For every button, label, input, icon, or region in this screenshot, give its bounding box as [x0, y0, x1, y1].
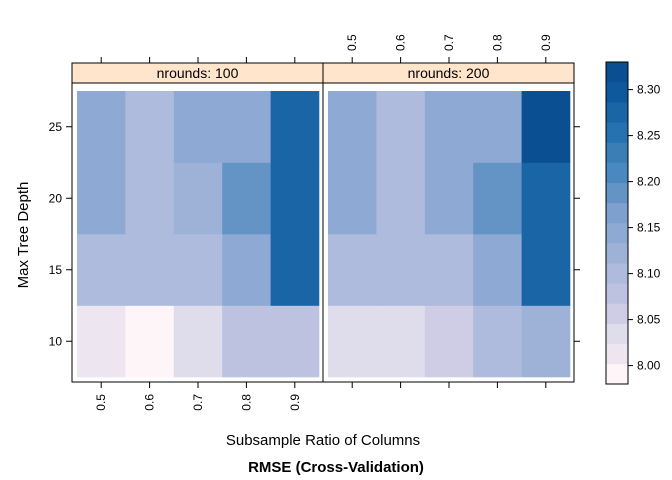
heatmap-cell-p2-r3-c1 — [328, 162, 377, 235]
colorbar-segment-16 — [606, 62, 628, 83]
colorbar-segment-8 — [606, 223, 628, 244]
colorbar-layer: 8.00 8.05 8.10 8.15 8.20 8.25 8.30 — [605, 61, 661, 385]
heatmap-cell-p1-r3-c1 — [77, 162, 126, 235]
heatmap-cell-p2-r1-c3 — [424, 305, 474, 378]
colorbar-frame — [605, 61, 629, 385]
heatmap-cell-p1-r4-c2 — [125, 91, 175, 163]
x-tick-label-bottom-1: 0.5 — [94, 394, 108, 411]
heatmap-cell-p2-r3-c5 — [521, 162, 571, 235]
colorbar-segment-12 — [606, 142, 628, 163]
panel-strip-label-2: nrounds: 200 — [408, 65, 490, 81]
colorbar-segment-11 — [606, 162, 628, 184]
x-tick-label-top-3: 0.7 — [442, 34, 456, 51]
panels-layer: nrounds: 100 nrounds: 200 — [71, 62, 575, 383]
colorbar-tick-label-6: 8.25 — [637, 129, 661, 143]
heatmap-cell-p1-r1-c1 — [77, 305, 126, 378]
heatmap-cell-p2-r1-c5 — [521, 305, 571, 378]
x-tick-label-bottom-3: 0.7 — [191, 394, 205, 411]
y-tick-label-1: 10 — [49, 334, 63, 348]
heatmap-cell-p2-r1-c1 — [328, 305, 377, 378]
heatmap-cell-p1-r4-c5 — [270, 91, 320, 163]
heatmap-cell-p1-r3-c2 — [125, 162, 175, 235]
y-tick-label-2: 15 — [49, 263, 63, 277]
heatmap-cell-p1-r3-c3 — [173, 162, 223, 235]
colorbar-segment-9 — [606, 202, 628, 224]
colorbar-tick-label-3: 8.10 — [637, 267, 661, 281]
x-axis-label: Subsample Ratio of Columns — [226, 432, 420, 449]
heatmap-cell-p2-r1-c4 — [473, 305, 522, 378]
colorbar-segment-5 — [606, 283, 628, 304]
colorbar-segment-14 — [606, 102, 628, 123]
axes-layer: 0.5 0.6 0.7 0.8 0.9 0.5 0.6 0.7 0.8 0.9 10 15 20 25 — [49, 34, 580, 411]
heatmap-cell-p2-r4-c5 — [521, 91, 571, 163]
chart-title: RMSE (Cross-Validation) — [248, 459, 424, 476]
x-tick-label-top-2: 0.6 — [394, 34, 408, 51]
heatmap-cell-p2-r4-c1 — [328, 91, 377, 163]
heatmap-cell-p1-r1-c3 — [173, 305, 223, 378]
heatmap-cell-p2-r2-c4 — [473, 234, 522, 306]
heatmap-cell-p1-r2-c5 — [270, 234, 320, 306]
heatmap-cell-p2-r2-c2 — [376, 234, 426, 306]
colorbar-tick-label-2: 8.05 — [637, 313, 661, 327]
heatmap-cell-p2-r2-c3 — [424, 234, 474, 306]
heatmap-cell-p1-r3-c4 — [222, 162, 271, 235]
heatmap-cell-p2-r3-c4 — [473, 162, 522, 235]
colorbar-segment-6 — [606, 263, 628, 284]
panel-strip-label-1: nrounds: 100 — [157, 65, 239, 81]
heatmap-cell-p1-r2-c1 — [77, 234, 126, 306]
y-tick-label-3: 20 — [49, 191, 63, 205]
x-tick-label-bottom-2: 0.6 — [143, 394, 157, 411]
x-tick-label-top-4: 0.8 — [490, 34, 504, 51]
x-tick-label-bottom-5: 0.9 — [288, 394, 302, 411]
heatmap-cell-p1-r1-c5 — [270, 305, 320, 378]
heatmap-cell-p2-r4-c3 — [424, 91, 474, 163]
x-tick-label-bottom-4: 0.8 — [239, 394, 253, 411]
colorbar-tick-label-4: 8.15 — [637, 221, 661, 235]
heatmap-cell-p1-r4-c4 — [222, 91, 271, 163]
heatmap-cell-p2-r4-c4 — [473, 91, 522, 163]
colorbar-segment-10 — [606, 182, 628, 204]
colorbar-segment-15 — [606, 82, 628, 103]
colorbar-segment-3 — [606, 323, 628, 345]
colorbar-tick-label-1: 8.00 — [637, 359, 661, 373]
heatmap-cell-p1-r4-c1 — [77, 91, 126, 163]
colorbar-segment-13 — [606, 122, 628, 143]
y-axis-label: Max Tree Depth — [15, 182, 32, 289]
x-tick-label-top-5: 0.9 — [539, 34, 553, 51]
y-tick-label-4: 25 — [49, 120, 63, 134]
colorbar-segment-7 — [606, 243, 628, 264]
colorbar-tick-label-5: 8.20 — [637, 175, 661, 189]
heatmap-cell-p1-r3-c5 — [270, 162, 320, 235]
heatmap-cell-p1-r4-c3 — [173, 91, 223, 163]
heatmap-cell-p2-r3-c2 — [376, 162, 426, 235]
heatmap-cell-p2-r1-c2 — [376, 305, 426, 378]
colorbar-segment-2 — [606, 343, 628, 365]
heatmap-cell-p2-r2-c5 — [521, 234, 571, 306]
heatmap-cell-p1-r2-c4 — [222, 234, 271, 306]
heatmap-cell-p1-r1-c4 — [222, 305, 271, 378]
heatmap-cell-p1-r2-c3 — [173, 234, 223, 306]
colorbar-tick-label-7: 8.30 — [637, 83, 661, 97]
heatmap-cell-p2-r2-c1 — [328, 234, 377, 306]
heatmap-cell-p1-r2-c2 — [125, 234, 175, 306]
heatmap-cell-p2-r3-c3 — [424, 162, 474, 235]
heatmap-cell-p2-r4-c2 — [376, 91, 426, 163]
colorbar-segment-4 — [606, 303, 628, 324]
heatmap-cell-p1-r1-c2 — [125, 305, 175, 378]
x-tick-label-top-1: 0.5 — [345, 34, 359, 51]
colorbar-segment-1 — [606, 363, 628, 385]
